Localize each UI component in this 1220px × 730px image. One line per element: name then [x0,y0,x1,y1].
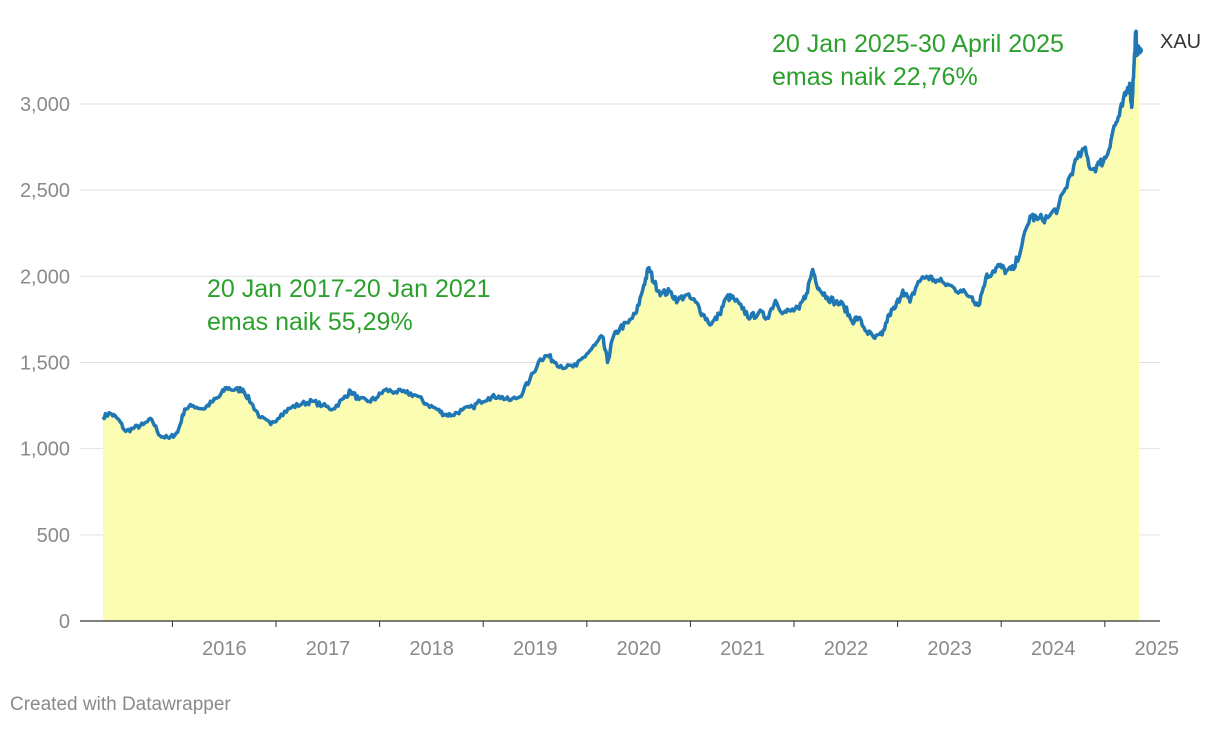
x-tick-label: 2023 [927,638,972,660]
y-tick-label: 3,000 [20,94,70,116]
x-tick-label: 2025 [1135,638,1180,660]
footer-credit: Created with Datawrapper [10,694,231,715]
annotation-2017-2021-line1: 20 Jan 2017-20 Jan 2021 [207,275,491,303]
series-end-point-xau [1135,46,1143,55]
annotation-2017-2021-line2: emas naik 55,29% [207,308,413,336]
annotation-2025-line1: 20 Jan 2025-30 April 2025 [772,30,1064,58]
x-tick-label: 2024 [1031,638,1076,660]
y-tick-label: 1,500 [20,352,70,374]
x-tick-label: 2018 [409,638,454,660]
annotation-2025: 20 Jan 2025-30 April 2025 emas naik 22,7… [772,30,1071,91]
series-label-xau: XAU [1160,31,1201,53]
y-tick-label: 2,500 [20,180,70,202]
annotation-2017-2021: 20 Jan 2017-20 Jan 2021 emas naik 55,29% [207,275,498,336]
x-tick-label: 2022 [824,638,869,660]
y-tick-label: 2,000 [20,266,70,288]
x-tick-label: 2017 [306,638,351,660]
y-tick-label: 0 [59,611,70,633]
annotation-2025-line2: emas naik 22,76% [772,63,978,91]
x-tick-labels: 2016 2017 2018 2019 2020 2021 2022 2023 2024 2025 [171,621,1180,660]
y-tick-labels: 0 500 1,000 1,500 2,000 2,500 3,000 [20,94,70,633]
x-tick-label: 2019 [513,638,558,660]
x-tick-label: 2021 [720,638,765,660]
y-tick-label: 1,000 [20,439,70,461]
x-tick-label: 2016 [202,638,247,660]
series-line-xau [101,29,1141,441]
y-tick-label: 500 [37,525,70,547]
x-tick-label: 2020 [617,638,662,660]
